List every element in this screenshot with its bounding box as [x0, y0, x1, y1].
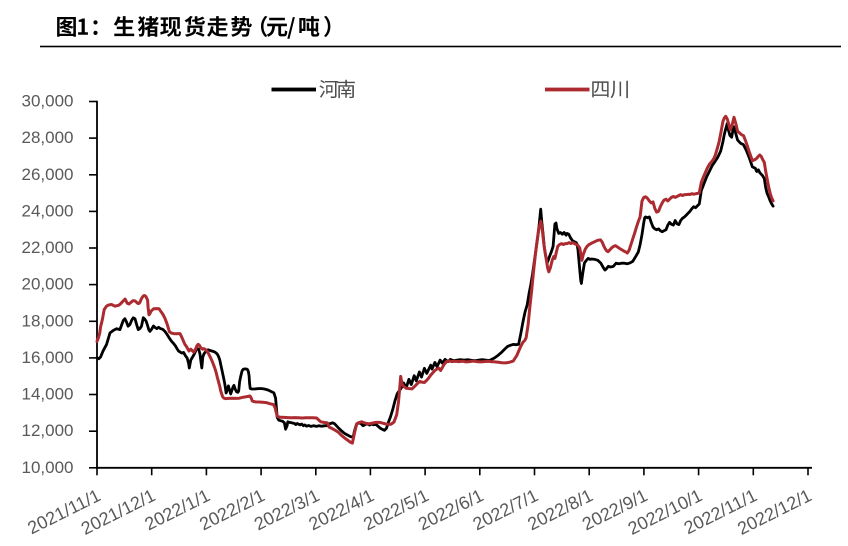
svg-text:22,000: 22,000 — [22, 238, 74, 257]
svg-text:30,000: 30,000 — [22, 92, 74, 111]
svg-text:14,000: 14,000 — [22, 385, 74, 404]
svg-text:28,000: 28,000 — [22, 128, 74, 147]
svg-text:16,000: 16,000 — [22, 348, 74, 367]
svg-text:10,000: 10,000 — [22, 458, 74, 477]
svg-text:12,000: 12,000 — [22, 421, 74, 440]
svg-text:18,000: 18,000 — [22, 311, 74, 330]
svg-text:20,000: 20,000 — [22, 275, 74, 294]
svg-text:26,000: 26,000 — [22, 165, 74, 184]
svg-text:24,000: 24,000 — [22, 201, 74, 220]
